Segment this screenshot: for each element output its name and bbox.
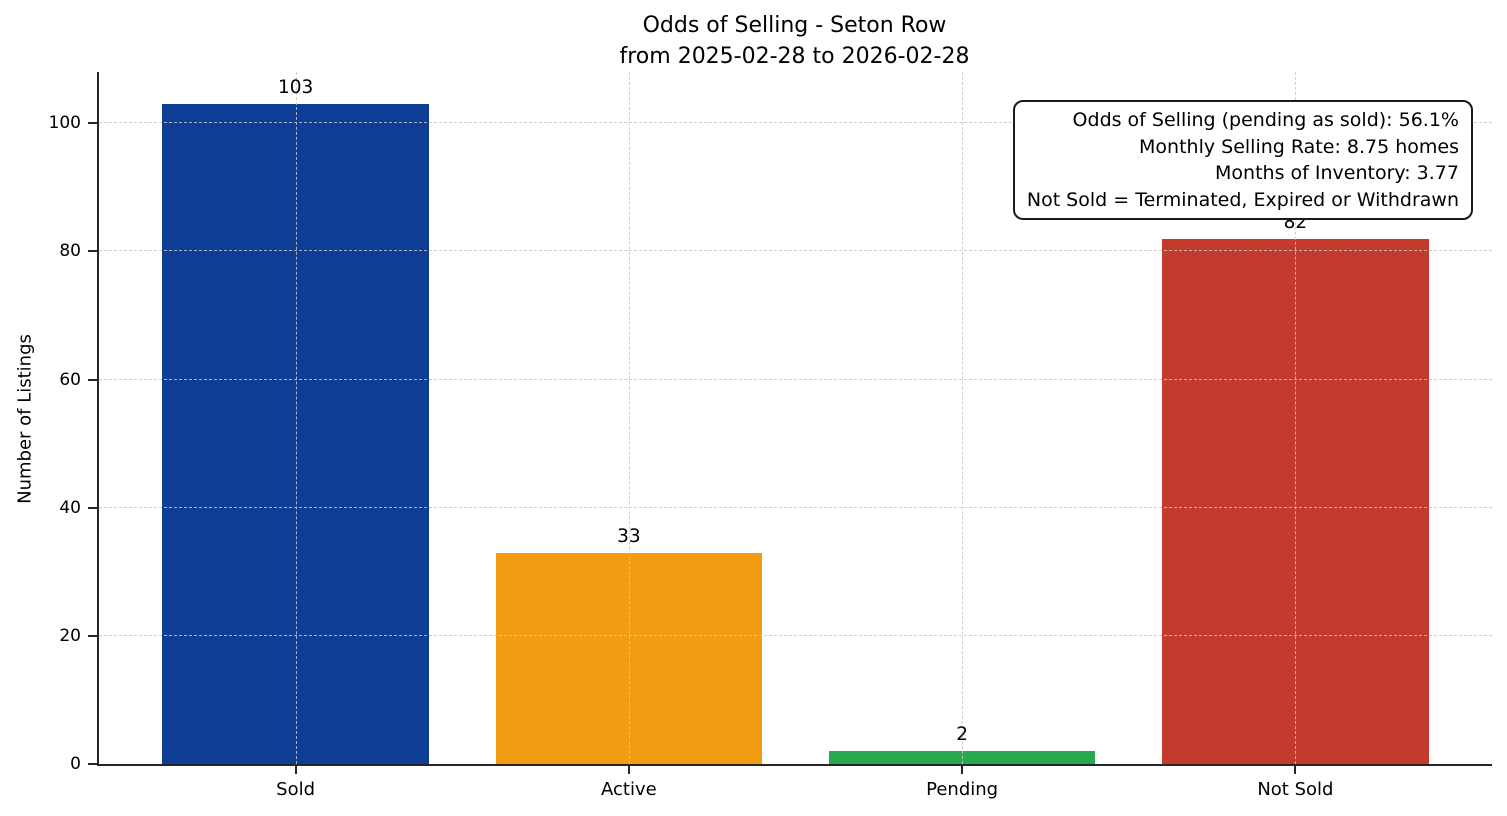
chart-subtitle: from 2025-02-28 to 2026-02-28 (619, 44, 970, 69)
stats-annotation-box: Odds of Selling (pending as sold): 56.1%… (1012, 100, 1473, 220)
bar-active (495, 552, 763, 764)
x-tick-label-active: Active (601, 779, 657, 800)
x-tick-mark (627, 766, 630, 774)
y-tick-label: 100 (48, 113, 81, 134)
bar-value-label-sold: 103 (277, 77, 314, 99)
y-tick-label: 20 (59, 625, 81, 646)
bar-value-label-pending: 2 (956, 724, 969, 746)
y-tick-mark (88, 634, 97, 637)
annotation-line-selling-rate: Monthly Selling Rate: 8.75 homes (1139, 135, 1459, 158)
y-tick-mark (88, 763, 97, 765)
y-tick-label: 80 (59, 241, 81, 262)
annotation-line-not-sold-note: Not Sold = Terminated, Expired or Withdr… (1026, 188, 1459, 211)
annotation-line-inventory: Months of Inventory: 3.77 (1215, 162, 1459, 184)
y-tick-mark (88, 378, 97, 381)
bar-not-sold (1162, 238, 1429, 764)
x-tick-label-sold: Sold (276, 779, 316, 800)
annotation-line-odds: Odds of Selling (pending as sold): 56.1% (1072, 109, 1459, 131)
v-gridline (962, 72, 964, 764)
y-tick-label: 40 (59, 497, 81, 518)
x-tick-label-pending: Pending (926, 779, 999, 800)
y-tick-mark (88, 122, 97, 125)
x-tick-label-not-sold: Not Sold (1257, 779, 1334, 800)
bar-sold (162, 104, 429, 764)
y-tick-mark (88, 506, 97, 509)
bar-pending (828, 751, 1096, 764)
chart-title-block: Odds of Selling - Seton Row from 2025-02… (97, 10, 1492, 72)
y-tick-label: 60 (59, 369, 81, 390)
plot-area: 0 20 40 60 80 100 103 Sold 33 Active 2 Pending 82 Not… (49, 72, 1492, 800)
x-tick-mark (961, 766, 964, 774)
y-tick-label: 0 (70, 754, 81, 774)
y-axis-label: Number of Listings (14, 334, 36, 504)
x-tick-mark (294, 766, 297, 774)
chart-title: Odds of Selling - Seton Row (642, 13, 947, 38)
y-tick-mark (88, 250, 97, 253)
bar-value-label-active: 33 (617, 525, 641, 547)
x-tick-mark (1294, 766, 1297, 774)
